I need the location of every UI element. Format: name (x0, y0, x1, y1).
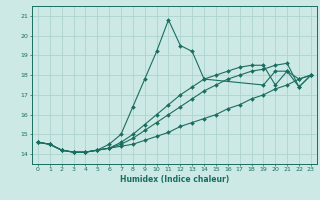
X-axis label: Humidex (Indice chaleur): Humidex (Indice chaleur) (120, 175, 229, 184)
